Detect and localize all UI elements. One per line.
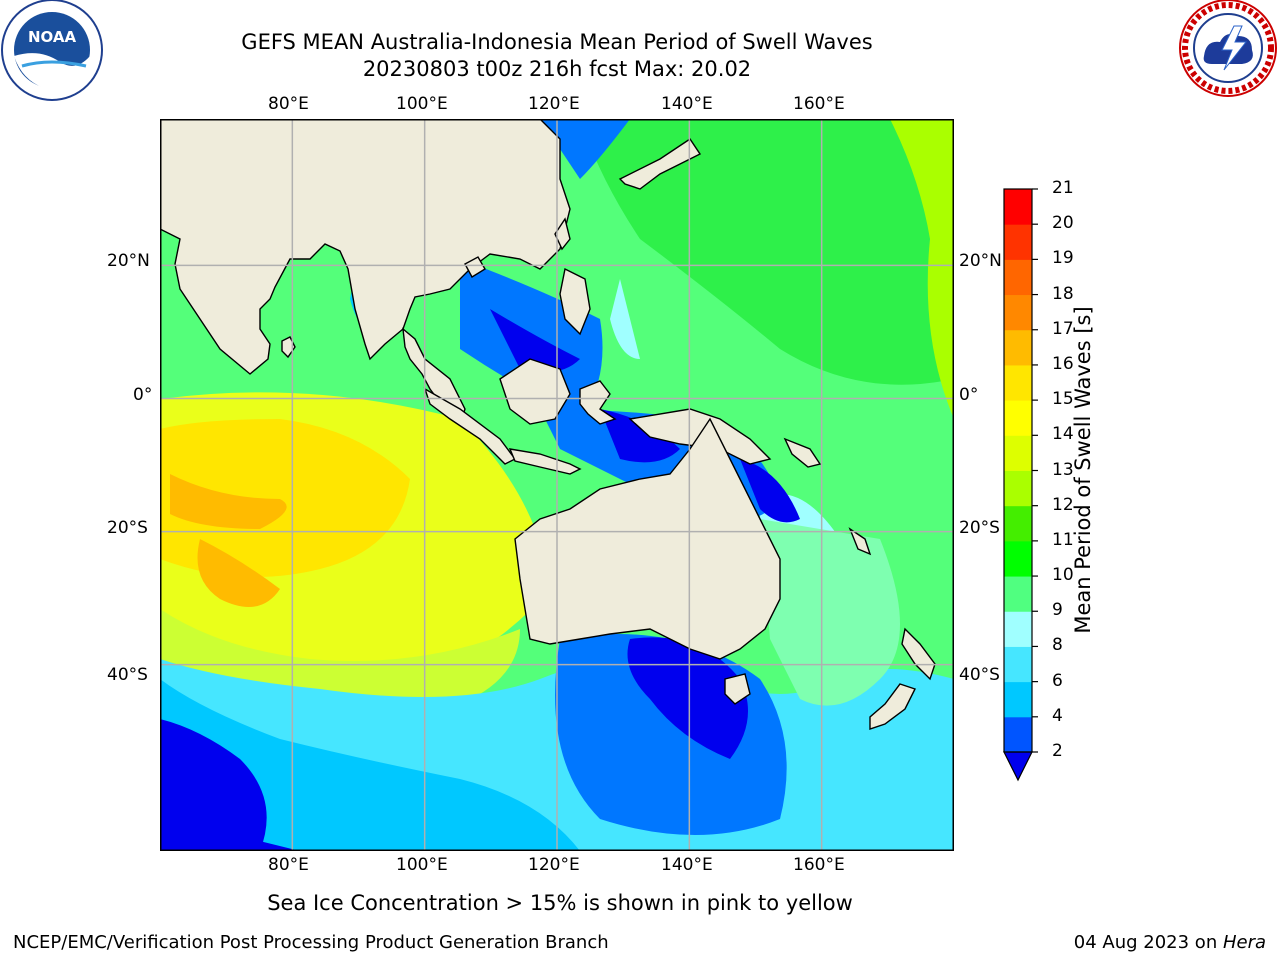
lon-label-bottom-160e: 160°E	[793, 855, 845, 875]
colorbar-segment	[1004, 611, 1032, 647]
lon-label-bottom-80e: 80°E	[268, 855, 309, 875]
colorbar-tick-label: 12	[1052, 494, 1074, 515]
colorbar-tick-label: 13	[1052, 459, 1074, 480]
lon-label-top-100e: 100°E	[396, 94, 448, 114]
sumatra	[423, 387, 517, 465]
lat-label-left-40s: 40°S	[107, 665, 148, 685]
lat-label-left-20n: 20°N	[107, 251, 150, 271]
sulawesi	[579, 380, 617, 425]
lat-label-left-0: 0°	[133, 385, 153, 405]
lon-label-bottom-140e: 140°E	[661, 855, 713, 875]
lon-label-top-140e: 140°E	[661, 94, 713, 114]
new-caledonia	[848, 527, 872, 556]
lon-label-top-160e: 160°E	[793, 94, 845, 114]
graticule	[160, 119, 954, 851]
colorbar-segment	[1004, 540, 1032, 577]
sea-ice-caption: Sea Ice Concentration > 15% is shown in …	[267, 891, 853, 915]
lat-label-left-20s: 20°S	[107, 518, 148, 538]
colorbar-tick-label: 16	[1052, 353, 1074, 374]
colorbar-segment	[1004, 259, 1032, 296]
colorbar-segment	[1004, 470, 1032, 507]
colorbar-tick-label: 15	[1052, 389, 1074, 410]
colorbar-segment	[1004, 505, 1032, 542]
colorbar-tick-label: 6	[1052, 670, 1063, 691]
colorbar-segment	[1004, 435, 1032, 471]
colorbar-tick-label: 9	[1052, 600, 1063, 621]
nws-logo	[1179, 0, 1277, 97]
borneo	[499, 358, 571, 425]
lat-label-right-40s: 40°S	[959, 665, 1000, 685]
colorbar-segment	[1004, 224, 1032, 260]
hainan	[464, 256, 486, 278]
colorbar-tick-label: 21	[1052, 178, 1074, 198]
land-masses	[160, 119, 936, 730]
colorbar-tick-label: 14	[1052, 424, 1074, 445]
colorbar-segment	[1004, 189, 1032, 225]
japan	[618, 138, 702, 190]
colorbar-tick-label: 10	[1052, 565, 1074, 586]
java	[508, 448, 582, 475]
australia	[514, 417, 781, 660]
solomon-islands	[783, 437, 822, 468]
footer-date-text: 04 Aug 2023 on	[1073, 932, 1223, 953]
footer-host: Hera	[1222, 932, 1266, 953]
lon-label-bottom-100e: 100°E	[396, 855, 448, 875]
colorbar-tick-label: 18	[1052, 283, 1074, 304]
colorbar-segment	[1004, 716, 1032, 753]
asia-mainland	[160, 119, 571, 375]
footer-branch: NCEP/EMC/Verification Post Processing Pr…	[13, 932, 609, 953]
noaa-logo-text: NOAA	[28, 28, 77, 46]
colorbar-tick-label: 20	[1052, 213, 1074, 234]
tasmania	[724, 673, 751, 705]
colorbar-segment	[1004, 364, 1032, 401]
colorbar-segment	[1004, 681, 1032, 718]
nz-south-island	[869, 683, 916, 730]
colorbar-tick-label: 4	[1052, 705, 1063, 726]
colorbar-tick-label: 19	[1052, 248, 1074, 269]
map-subtitle: 20230803 t00z 216h fcst Max: 20.02	[362, 57, 752, 81]
colorbar-segment	[1004, 400, 1032, 436]
colorbar-tick-label: 17	[1052, 318, 1074, 339]
colorbar-segment	[1004, 576, 1032, 612]
footer-date: 04 Aug 2023 on Hera	[1074, 932, 1266, 953]
colorbar-segment	[1004, 646, 1032, 683]
philippines	[559, 267, 591, 336]
lon-label-top-120e: 120°E	[528, 94, 580, 114]
lat-label-right-20n: 20°N	[959, 251, 1002, 271]
colorbar	[1003, 188, 1038, 782]
colorbar-tick-label: 8	[1052, 635, 1063, 656]
colorbar-segment	[1004, 329, 1032, 366]
taiwan	[554, 217, 571, 251]
map-title: GEFS MEAN Australia-Indonesia Mean Perio…	[241, 30, 873, 54]
noaa-logo: NOAA	[1, 0, 103, 101]
colorbar-segment	[1004, 294, 1032, 331]
nz-north-island	[901, 627, 936, 681]
map-frame	[160, 119, 954, 851]
swell-period-map	[160, 119, 954, 851]
colorbar-tick-label: 11	[1052, 529, 1074, 550]
colorbar-label: Mean Period of Swell Waves [s]	[1071, 306, 1095, 634]
lat-label-right-20s: 20°S	[959, 518, 1000, 538]
lon-label-top-80e: 80°E	[268, 94, 309, 114]
lat-label-right-0: 0°	[959, 385, 979, 405]
colorbar-tick-label: 2	[1052, 741, 1063, 761]
lon-label-bottom-120e: 120°E	[528, 855, 580, 875]
colorbar-under-arrow	[1003, 751, 1033, 782]
